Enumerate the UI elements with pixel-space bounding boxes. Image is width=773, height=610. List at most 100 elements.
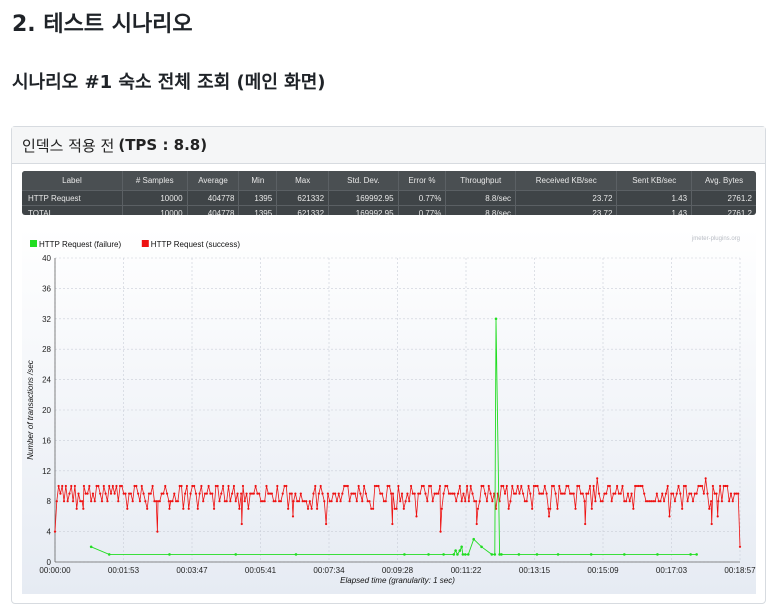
success-point [370,507,373,510]
success-point [699,484,702,488]
success-point [717,500,720,503]
success-point [53,530,57,533]
success-point [156,500,160,503]
success-point [679,492,682,495]
success-point [404,500,407,503]
chart-watermark: jmeter-plugins.org [691,236,740,242]
success-point [366,500,369,503]
success-point [503,492,507,495]
success-point [688,492,691,495]
success-point [334,492,337,495]
failure-point [472,537,476,541]
table-cell: 10000 [122,205,188,215]
table-cell: 621332 [276,205,330,215]
success-point [456,492,460,495]
y-axis-label: Number of transactions /sec [26,360,35,460]
success-point [606,484,610,488]
success-point [362,484,366,488]
table-cell: HTTP Request [22,190,123,206]
success-point [623,500,626,503]
success-point [402,507,405,510]
success-point [193,484,196,488]
x-tick-label: 00:17:03 [656,566,688,575]
success-point [361,500,364,503]
success-point [449,492,452,495]
failure-point [461,553,465,556]
success-point [682,484,686,488]
failure-point [463,553,467,556]
success-point [440,507,443,510]
success-point [99,492,102,495]
success-point [424,492,427,495]
success-point [538,492,541,495]
success-point [129,492,133,495]
success-point [462,492,465,495]
success-point [124,492,127,495]
success-point [234,500,237,503]
card-header: 인덱스 적용 전 (TPS : 8.8) [12,127,765,164]
success-point [205,492,208,495]
success-point [270,492,273,495]
success-point [516,484,519,488]
y-tick-label: 8 [47,497,52,506]
success-point [722,484,725,488]
x-tick-label: 00:00:00 [39,566,71,575]
table-cell: 404778 [187,205,240,215]
success-point [171,500,174,503]
success-point [268,492,272,495]
success-point [77,492,80,495]
success-point [608,484,611,488]
success-point [438,484,442,488]
success-point [325,522,328,526]
failure-point [494,317,498,321]
success-point [131,500,134,503]
success-point [258,492,261,495]
success-point [292,500,295,503]
success-point [711,484,714,488]
success-point [274,500,277,503]
x-tick-label: 00:18:57 [724,566,756,575]
success-point [397,484,400,488]
success-point [523,500,527,503]
card-tps: (TPS : 8.8) [118,136,208,154]
success-point [305,500,308,503]
success-point [207,484,210,488]
success-point [532,484,536,488]
failure-point [454,549,457,552]
success-point [475,522,478,526]
success-point [529,492,532,495]
success-point [518,492,521,495]
success-point [55,500,58,503]
success-point [82,507,85,510]
success-point [390,492,393,495]
success-point [120,484,123,488]
failure-point [466,553,470,556]
legend-swatch [141,240,149,247]
success-point [411,492,414,495]
success-point [341,492,344,495]
success-point [484,492,487,495]
success-point [261,500,264,503]
success-point [117,500,120,503]
transactions-chart: jmeter-plugins.org HTTP Request (failure)… [22,228,756,594]
failure-point [517,553,521,556]
success-point [71,500,75,503]
success-point [321,492,324,495]
success-point [240,522,243,526]
success-point [646,500,649,503]
success-point [467,500,470,503]
success-point [581,492,584,495]
success-point [561,492,564,495]
x-tick-label: 00:01:53 [108,566,140,575]
success-point [662,500,666,503]
table-cell: 621332 [276,190,330,206]
success-point [359,492,362,495]
success-point [684,484,687,488]
failure-point [480,545,483,549]
success-point [144,500,147,503]
success-point [507,507,510,510]
success-point [540,492,543,495]
x-tick-label: 00:13:15 [519,566,551,575]
table-cell: 0.77% [398,190,447,206]
success-point [475,500,478,503]
